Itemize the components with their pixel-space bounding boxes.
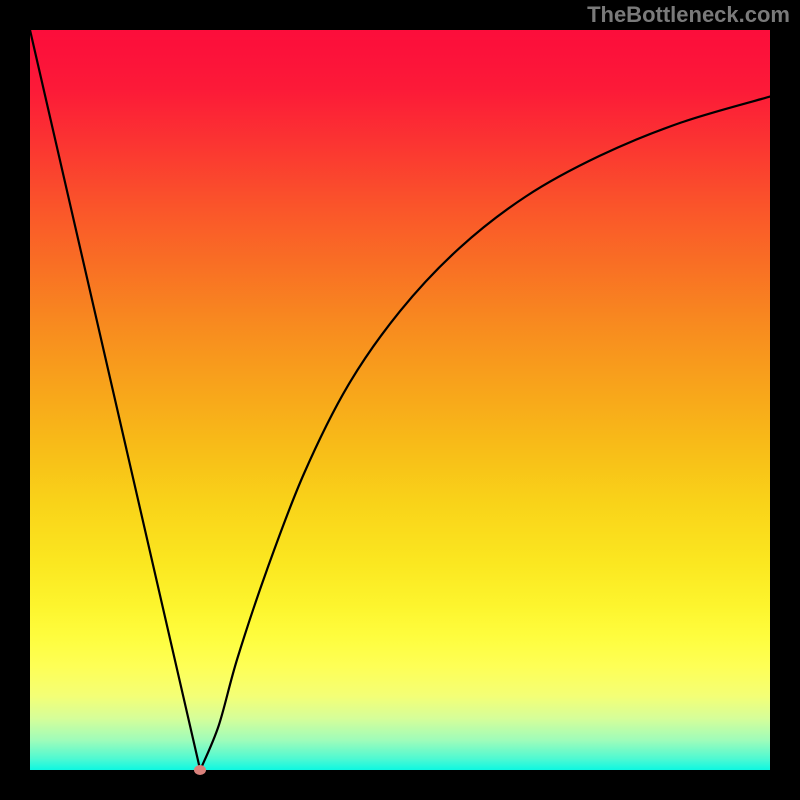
watermark-text: TheBottleneck.com bbox=[587, 2, 790, 28]
bottleneck-curve bbox=[30, 30, 770, 770]
curve-layer bbox=[0, 0, 800, 800]
chart-container: TheBottleneck.com bbox=[0, 0, 800, 800]
